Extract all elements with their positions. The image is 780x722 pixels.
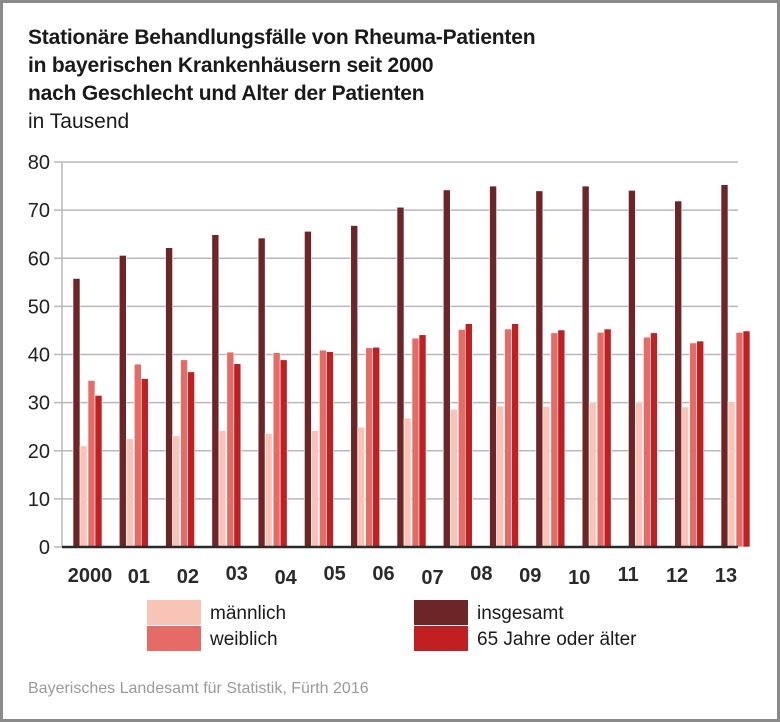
bar-aelter65 xyxy=(233,363,242,548)
x-tick-label: 2000 xyxy=(68,565,113,587)
bar-aelter65 xyxy=(372,346,381,548)
bar-aelter65 xyxy=(742,330,751,548)
bar-weiblich xyxy=(272,352,281,548)
bar-maennlich xyxy=(449,409,458,548)
bar-insgesamt xyxy=(720,184,729,548)
bar-maennlich xyxy=(635,402,643,548)
legend-swatch-insgesamt xyxy=(414,600,468,625)
y-tick-label: 70 xyxy=(28,200,50,222)
x-tick-label: 07 xyxy=(421,567,443,589)
title-line-2: in bayerischen Krankenhäusern seit 2000 xyxy=(28,54,434,77)
bar-insgesamt xyxy=(257,237,266,548)
bar-aelter65 xyxy=(511,323,519,548)
bar-weiblich xyxy=(365,347,374,548)
legend-label-aelter65: 65 Jahre oder älter xyxy=(477,629,637,650)
bar-insgesamt xyxy=(118,255,127,548)
x-tick-label: 01 xyxy=(128,566,150,588)
y-tick-label: 0 xyxy=(39,537,50,559)
bar-aelter65 xyxy=(603,328,612,548)
bar-insgesamt xyxy=(165,247,173,548)
bar-insgesamt xyxy=(489,185,497,548)
y-tick-label: 80 xyxy=(28,152,50,174)
legend-label-maennlich: männlich xyxy=(210,603,287,624)
y-tick-label: 10 xyxy=(28,489,50,511)
bar-weiblich xyxy=(550,332,559,548)
x-tick-label: 02 xyxy=(177,566,199,588)
x-tick-label: 05 xyxy=(323,563,345,585)
bar-insgesamt xyxy=(211,234,220,548)
bar-insgesamt xyxy=(674,200,683,548)
bar-maennlich xyxy=(125,438,134,548)
bar-maennlich xyxy=(542,406,551,548)
bar-weiblich xyxy=(180,359,188,548)
x-tick-label: 08 xyxy=(470,563,492,585)
bar-aelter65 xyxy=(94,395,103,548)
x-tick-label: 09 xyxy=(519,565,541,587)
chart-title: Stationäre Behandlungsfälle von Rheuma-P… xyxy=(28,24,536,108)
bar-weiblich xyxy=(133,363,142,548)
bar-weiblich xyxy=(457,329,466,548)
bar-maennlich xyxy=(496,405,504,548)
legend-label-weiblich: weiblich xyxy=(210,629,278,650)
bar-insgesamt xyxy=(535,190,544,548)
bar-weiblich xyxy=(411,337,420,548)
bar-maennlich xyxy=(403,417,412,548)
title-line-1: Stationäre Behandlungsfälle von Rheuma-P… xyxy=(28,26,536,49)
bar-weiblich xyxy=(319,349,327,548)
chart-subtitle: in Tausend xyxy=(28,110,130,133)
bar-aelter65 xyxy=(557,329,566,548)
bar-aelter65 xyxy=(187,371,195,548)
bar-maennlich xyxy=(681,406,690,548)
y-tick-label: 30 xyxy=(28,393,50,415)
bar-insgesamt xyxy=(304,231,312,548)
x-tick-label: 06 xyxy=(372,563,394,585)
bar-maennlich xyxy=(727,401,736,548)
bar-maennlich xyxy=(357,426,366,548)
x-tick-label: 13 xyxy=(715,565,737,587)
bar-insgesamt xyxy=(396,206,405,548)
x-tick-label: 04 xyxy=(275,567,298,589)
legend-label-insgesamt: insgesamt xyxy=(477,603,564,624)
bar-aelter65 xyxy=(418,334,427,548)
x-tick-label: 03 xyxy=(226,563,248,585)
legend-swatch-maennlich xyxy=(147,600,201,625)
bar-aelter65 xyxy=(326,351,334,548)
bar-insgesamt xyxy=(350,225,359,548)
bar-maennlich xyxy=(79,445,88,548)
y-tick-label: 20 xyxy=(28,441,50,463)
bar-aelter65 xyxy=(279,359,288,548)
x-tick-label: 12 xyxy=(666,565,688,587)
bar-weiblich xyxy=(689,342,698,548)
bar-weiblich xyxy=(226,351,235,548)
x-tick-label: 11 xyxy=(618,564,639,586)
source-note: Bayerisches Landesamt für Statistik, Für… xyxy=(28,680,369,697)
bar-weiblich xyxy=(643,336,651,548)
legend-swatch-aelter65 xyxy=(414,626,468,651)
bar-aelter65 xyxy=(696,340,705,548)
bar-weiblich xyxy=(735,332,744,548)
x-tick-label: 10 xyxy=(568,567,590,589)
y-tick-label: 60 xyxy=(28,248,50,270)
bar-aelter65 xyxy=(140,378,149,548)
bar-maennlich xyxy=(588,402,597,548)
title-line-3: nach Geschlecht und Alter der Patienten xyxy=(28,82,425,105)
bar-insgesamt xyxy=(442,189,451,548)
bar-maennlich xyxy=(218,430,227,548)
bar-insgesamt xyxy=(628,190,636,548)
bar-aelter65 xyxy=(464,323,473,548)
bar-aelter65 xyxy=(650,332,658,548)
y-tick-label: 50 xyxy=(28,296,50,318)
legend-swatch-weiblich xyxy=(147,626,201,651)
bar-weiblich xyxy=(87,380,96,548)
bar-weiblich xyxy=(596,332,605,548)
bar-insgesamt xyxy=(72,278,81,548)
bar-weiblich xyxy=(504,328,512,548)
bar-maennlich xyxy=(172,435,180,548)
bar-maennlich xyxy=(264,433,273,548)
y-tick-label: 40 xyxy=(28,345,50,367)
bar-insgesamt xyxy=(581,185,590,548)
bar-maennlich xyxy=(311,430,319,548)
